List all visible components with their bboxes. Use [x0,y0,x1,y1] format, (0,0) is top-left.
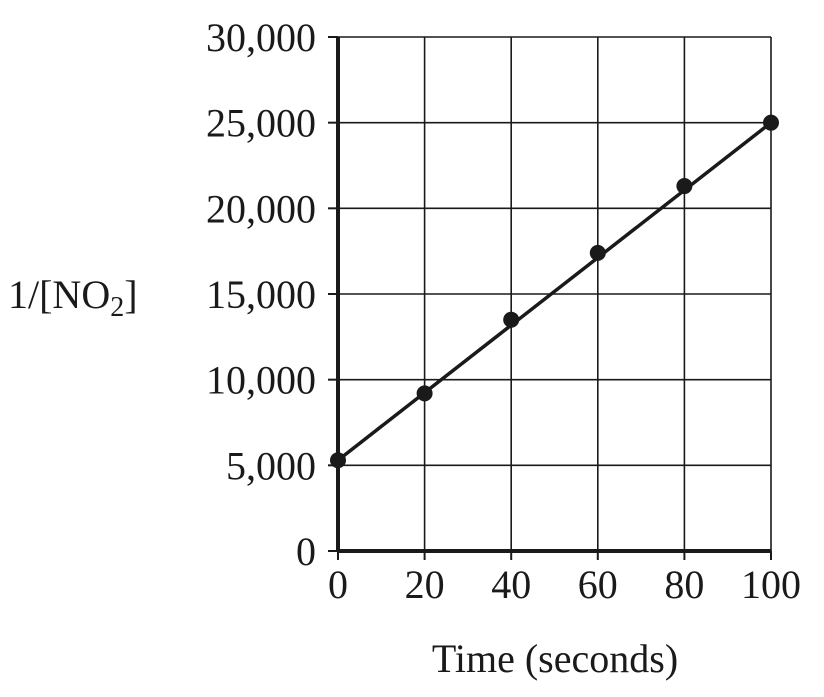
axes [328,36,772,560]
x-tick-label: 20 [405,562,445,607]
y-axis-title-main: 1/[NO [8,272,110,317]
y-tick-label: 15,000 [206,272,316,317]
y-tick-label: 30,000 [206,15,316,60]
x-tick-label: 60 [578,562,618,607]
y-axis-title: 1/[NO2] [8,272,138,323]
y-tick-label: 0 [296,529,316,574]
data-point [763,114,779,131]
data-point [330,452,346,469]
y-tick-label: 20,000 [206,186,316,231]
tick-labels: 0 20 40 60 80 100 0 5,000 10,000 15,000 20,000 25,0… [206,15,801,607]
data-point [503,311,520,328]
x-tick-label: 0 [328,562,348,607]
data-point [416,385,433,402]
grid [337,36,772,552]
y-axis-title-subscript: 2 [110,292,124,323]
y-tick-label: 10,000 [206,358,316,403]
x-tick-label: 40 [491,562,531,607]
x-tick-label: 100 [741,562,801,607]
x-tick-label: 80 [664,562,704,607]
trend-line [336,121,773,462]
data-point [589,244,606,261]
y-axis-title-close: ] [124,272,137,317]
y-tick-label: 25,000 [206,101,316,146]
data-point [676,178,693,195]
y-tick-label: 5,000 [226,443,316,488]
data-series [330,114,779,469]
x-axis-title: Time (seconds) [432,636,678,681]
